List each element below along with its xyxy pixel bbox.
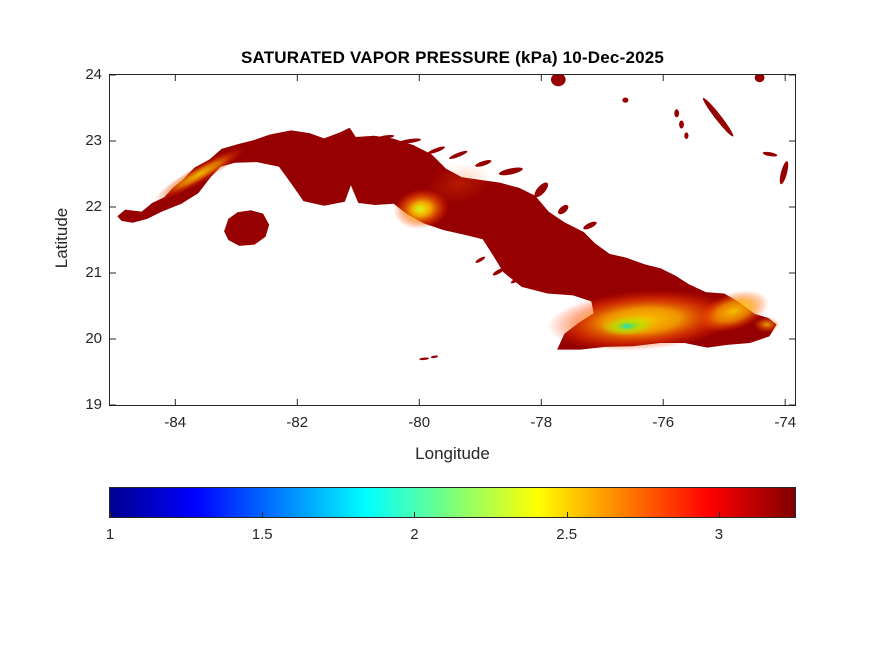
islet (558, 204, 569, 215)
y-tick-label: 24 (85, 66, 102, 83)
colorbar-tick-label: 2.5 (556, 526, 578, 543)
x-tick-label: -80 (408, 414, 431, 431)
y-tick-label: 23 (85, 132, 102, 149)
islet (510, 277, 521, 284)
islet (679, 120, 684, 129)
x-tick-label: -78 (530, 414, 553, 431)
hotspot-sagua-baracoa (698, 290, 769, 333)
islet (492, 267, 505, 276)
colorbar-tick-label: 1 (105, 526, 115, 543)
islet (534, 182, 549, 198)
islet (551, 75, 566, 87)
colorbar-tick-mark (262, 512, 264, 517)
islet (754, 75, 765, 83)
islet (430, 355, 439, 359)
chart-title: SATURATED VAPOR PRESSURE (kPa) 10-Dec-20… (240, 48, 665, 67)
islet (475, 256, 486, 263)
islet (779, 161, 789, 185)
y-tick-label: 21 (85, 264, 102, 281)
hotspot-turquino-peak-cyan (619, 323, 634, 330)
colorbar-tick-mark (718, 512, 720, 517)
islet (702, 97, 734, 137)
islet (622, 97, 629, 103)
y-axis-label: Latitude (52, 207, 71, 269)
islet (427, 146, 445, 154)
y-tick-label: 22 (85, 198, 102, 215)
plot-area (109, 74, 796, 406)
colorbar-tick-mark (414, 512, 416, 517)
islet (399, 138, 421, 144)
colorbar-tick-label: 3 (714, 526, 724, 543)
x-axis-label: Longitude (415, 444, 490, 463)
x-tick-label: -84 (164, 414, 187, 431)
islet (684, 132, 689, 139)
isla-de-la-juventud (224, 210, 270, 246)
colorbar (109, 487, 796, 518)
islet (419, 357, 429, 361)
colorbar-gradient (110, 488, 795, 517)
cuba-mainland (117, 127, 777, 350)
colorbar-tick-mark (110, 512, 111, 517)
hotspot-cordillera-guaniguanico (154, 147, 245, 201)
cuba-heatmap (110, 75, 795, 405)
y-tick-label: 19 (85, 396, 102, 413)
x-tick-label: -76 (652, 414, 675, 431)
islet (377, 134, 395, 140)
colorbar-tick-label: 2 (410, 526, 419, 543)
hotspot-maisi-tip (753, 316, 781, 333)
islet (449, 150, 468, 160)
islet (583, 221, 597, 230)
hotspot-escambray-core (412, 203, 427, 215)
y-tick-label: 20 (85, 330, 102, 347)
colorbar-tick-mark (566, 512, 568, 517)
x-tick-label: -74 (774, 414, 797, 431)
islet (498, 167, 523, 176)
islet (762, 151, 778, 157)
x-tick-label: -82 (286, 414, 309, 431)
colorbar-tick-label: 1.5 (251, 526, 273, 543)
islet (674, 109, 680, 118)
hotspot-central-hills-faint (426, 162, 492, 205)
